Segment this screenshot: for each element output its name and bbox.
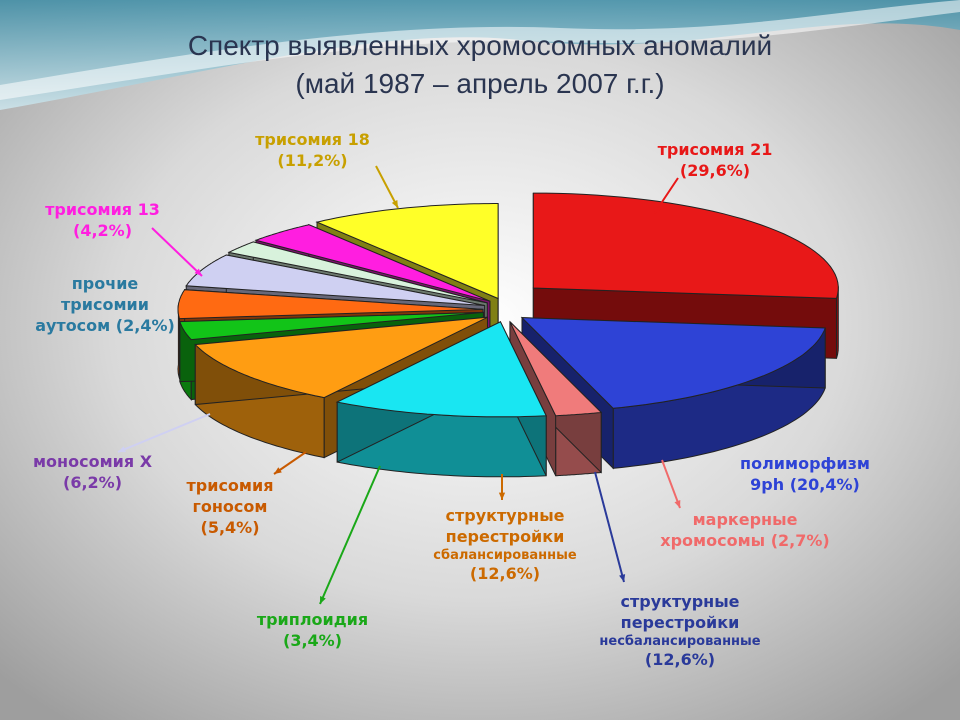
leader-arrowhead-5	[320, 596, 326, 604]
label-gonosomes-line2: гоносом	[192, 496, 268, 516]
pie-slice-4	[335, 321, 547, 478]
pie-slice-top-3	[509, 321, 603, 417]
label-marker-line2: хромосомы (2,7%)	[660, 530, 830, 550]
label-gonosomes: трисомия гоносом (5,4%)	[160, 476, 300, 538]
chart-title-line2: (май 1987 – апрель 2007 г.г.)	[295, 68, 665, 99]
label-polymorphism-line2: 9ph (20,4%)	[750, 474, 860, 494]
leader-line-5	[319, 465, 381, 605]
pie-slice-top-7	[177, 289, 484, 320]
leader-arrowhead-6	[274, 467, 282, 474]
label-other-line3: аутосом (2,4%)	[35, 315, 175, 335]
label-polymorphism: полиморфизм 9ph (20,4%)	[720, 454, 890, 496]
leader-line-2	[661, 459, 681, 509]
pie-slice-top-4	[335, 321, 547, 418]
label-trisomy-21: трисомия 21 (29,6%)	[630, 140, 800, 182]
label-trisomy-18-value: (11,2%)	[277, 150, 348, 170]
leader-line-8	[151, 227, 203, 277]
leader-arrowhead-2	[674, 500, 681, 508]
label-unbalanced-line1: структурные	[620, 592, 740, 611]
label-balanced-line1: структурные	[445, 506, 565, 525]
pie-slice-top-10	[254, 224, 491, 302]
label-balanced-value: (12,6%)	[469, 564, 541, 584]
label-trisomy-13-name: трисомия 13	[45, 200, 160, 219]
pie-slice-top-5	[194, 316, 488, 399]
leader-line-9	[375, 165, 399, 209]
label-unbalanced-line2: перестройки	[620, 612, 740, 632]
leader-line-7	[117, 413, 211, 453]
label-trisomy-21-name: трисомия 21	[657, 140, 773, 159]
label-triploidy-value: (3,4%)	[283, 630, 342, 650]
pie-slice-top-1	[532, 192, 839, 299]
label-other-line2: трисомии	[61, 294, 149, 314]
label-polymorphism-line1: полиморфизм	[740, 454, 870, 473]
label-balanced-line2: перестройки	[445, 526, 565, 546]
pie-slice-top-11	[315, 203, 499, 300]
label-trisomy-21-value: (29,6%)	[679, 160, 751, 180]
label-gonosomes-value: (5,4%)	[200, 517, 260, 537]
leader-arrowhead-4	[498, 492, 506, 500]
label-trisomy-18: трисомия 18 (11,2%)	[225, 130, 400, 172]
leader-arrowhead-8	[194, 268, 202, 276]
leader-arrowhead-3	[619, 574, 626, 582]
label-monosomy-x-value: (6,2%)	[63, 472, 122, 492]
pie-slice-top-6	[179, 311, 484, 341]
label-other-line1: прочие	[71, 274, 139, 293]
label-unbalanced-line3: несбалансированные	[599, 633, 761, 649]
label-marker: маркерные хромосомы (2,7%)	[630, 510, 860, 552]
leader-line-3	[594, 471, 625, 583]
pie-slice-top-8	[185, 254, 485, 306]
label-trisomy-18-name: трисомия 18	[255, 130, 370, 149]
label-trisomy-13: трисомия 13 (4,2%)	[15, 200, 190, 242]
label-unbalanced: структурные перестройки несбалансированн…	[565, 592, 795, 671]
label-trisomy-13-value: (4,2%)	[73, 220, 132, 240]
leader-arrowhead-7	[118, 446, 126, 453]
chart-title-line1: Спектр выявленных хромосомных аномалий	[187, 30, 773, 61]
leader-arrowhead-9	[391, 200, 398, 208]
label-marker-line1: маркерные	[692, 510, 798, 529]
label-triploidy-name: триплоидия	[256, 610, 369, 629]
label-gonosomes-line1: трисомия	[186, 476, 274, 495]
label-monosomy-x-name: моносомия X	[32, 452, 153, 471]
pie-slice-2	[520, 316, 826, 470]
label-triploidy: триплоидия (3,4%)	[225, 610, 400, 652]
label-other-trisomies: прочие трисомии аутосом (2,4%)	[5, 274, 205, 336]
pie-slice-top-2	[520, 317, 826, 409]
label-monosomy-x: моносомия X (6,2%)	[0, 452, 185, 494]
pie-slice-top-9	[227, 241, 488, 304]
label-unbalanced-value: (12,6%)	[644, 650, 716, 670]
leader-arrowhead-1	[654, 206, 661, 214]
label-balanced-line3: сбалансированные	[433, 547, 577, 563]
label-balanced: структурные перестройки сбалансированные…	[400, 506, 610, 585]
